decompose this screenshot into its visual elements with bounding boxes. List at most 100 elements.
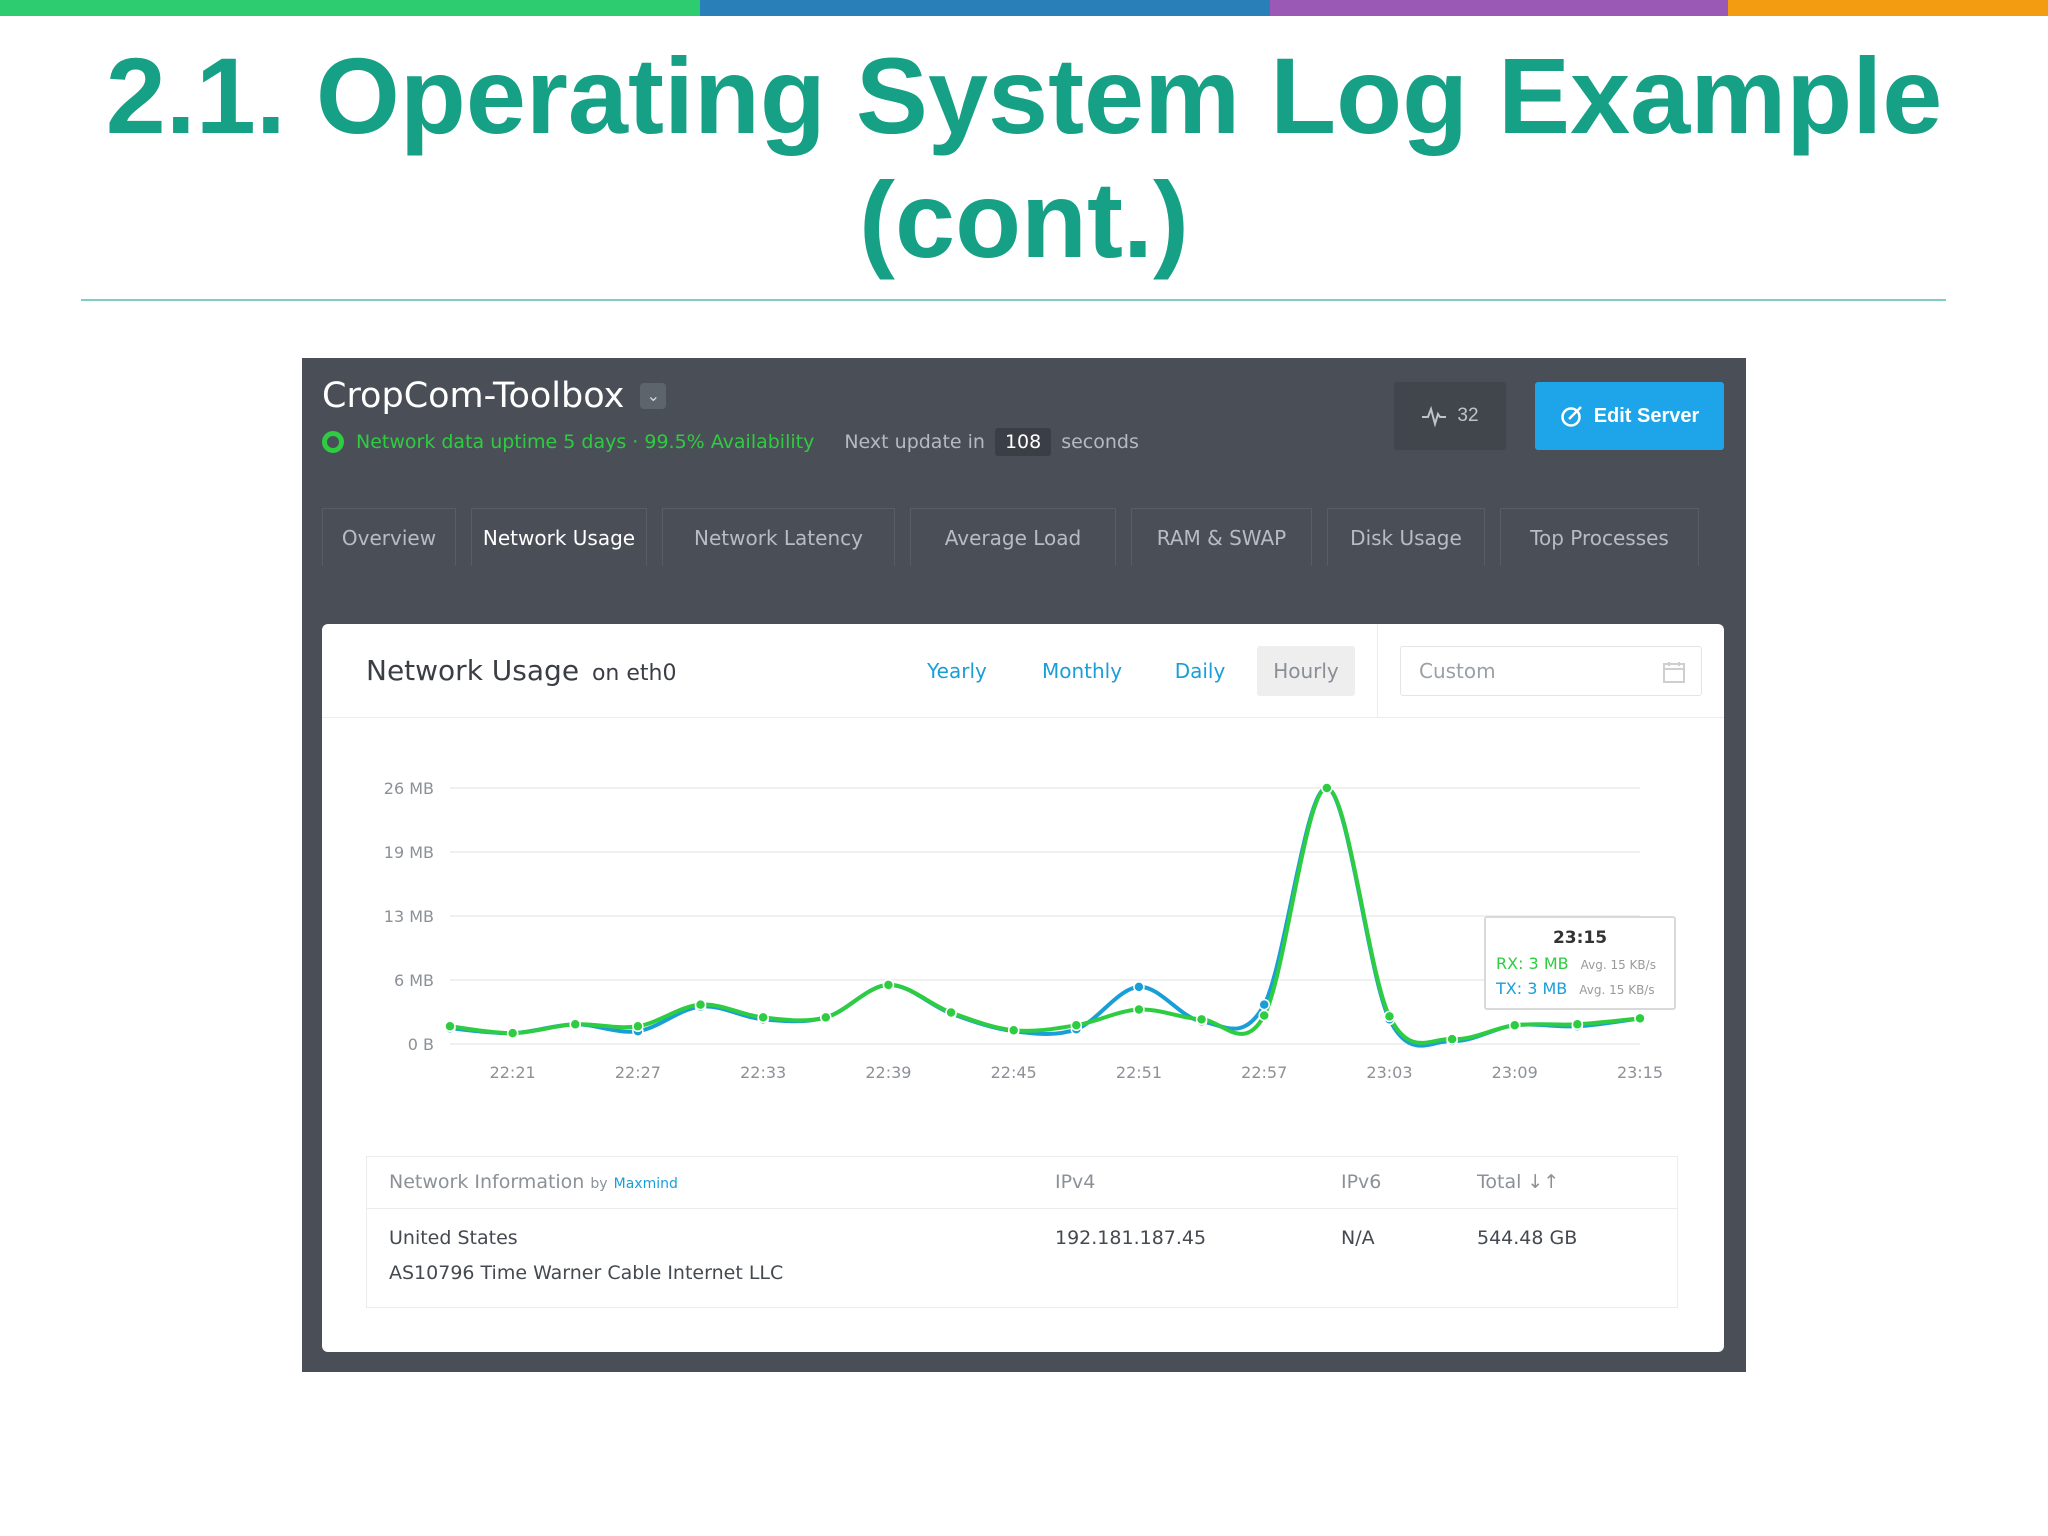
maxmind-link[interactable]: Maxmind bbox=[613, 1176, 678, 1192]
data-point-rx bbox=[632, 1020, 644, 1033]
network-info-title: Network Information by Maxmind bbox=[389, 1171, 678, 1193]
data-point-rx bbox=[1508, 1019, 1521, 1032]
network-ipv6: N/A bbox=[1341, 1227, 1375, 1249]
network-info-by: by bbox=[590, 1176, 608, 1192]
tab-overview[interactable]: Overview bbox=[322, 508, 456, 566]
card-header: Network Usage on eth0 Yearly Monthly Dai… bbox=[322, 624, 1724, 718]
tab-disk-usage[interactable]: Disk Usage bbox=[1327, 508, 1485, 566]
data-point-rx bbox=[1383, 1010, 1396, 1023]
column-total[interactable]: Total ↓↑ bbox=[1477, 1171, 1560, 1193]
range-hourly[interactable]: Hourly bbox=[1257, 646, 1355, 696]
card-title-interface: on eth0 bbox=[591, 661, 677, 686]
x-tick-label: 23:15 bbox=[1617, 1063, 1663, 1082]
column-ipv6: IPv6 bbox=[1341, 1171, 1382, 1193]
y-tick-label: 0 B bbox=[408, 1035, 434, 1054]
custom-range-placeholder: Custom bbox=[1419, 659, 1496, 683]
edit-server-button[interactable]: Edit Server bbox=[1535, 382, 1724, 450]
chart-tooltip: 23:15 RX: 3 MB Avg. 15 KB/s TX: 3 MB Avg. … bbox=[1484, 916, 1676, 1010]
uptime-text: Network data uptime 5 days · 99.5% Avail… bbox=[356, 431, 815, 453]
color-bar-green bbox=[0, 0, 700, 16]
tab-average-load[interactable]: Average Load bbox=[910, 508, 1116, 566]
data-point-rx bbox=[945, 1006, 957, 1019]
tab-ram-swap[interactable]: RAM & SWAP bbox=[1131, 508, 1312, 566]
x-tick-label: 22:39 bbox=[865, 1063, 911, 1082]
color-bar-purple bbox=[1270, 0, 1728, 16]
data-point-rx bbox=[1446, 1033, 1458, 1045]
tab-network-usage[interactable]: Network Usage bbox=[471, 508, 647, 566]
network-usage-chart: 0 B 6 MB 13 MB 19 MB 26 MB 22:21 22:27 22:33 22:… bbox=[384, 779, 1663, 1082]
server-dashboard: CropCom-Toolbox ⌄ Network data uptime 5 … bbox=[302, 358, 1746, 1372]
tab-network-latency[interactable]: Network Latency bbox=[662, 508, 895, 566]
color-bar-blue bbox=[700, 0, 1270, 16]
data-point-rx bbox=[1321, 782, 1333, 794]
x-tick-label: 22:45 bbox=[991, 1063, 1037, 1082]
data-point-rx bbox=[444, 1020, 456, 1033]
tooltip-rx: RX: 3 MB Avg. 15 KB/s bbox=[1496, 954, 1656, 973]
activity-count: 32 bbox=[1457, 405, 1479, 426]
y-tick-label: 19 MB bbox=[384, 843, 434, 862]
slide-title: 2.1. Operating System Log Example (cont.… bbox=[105, 35, 1943, 280]
tab-bar: Overview Network Usage Network Latency A… bbox=[322, 508, 1724, 566]
range-daily[interactable]: Daily bbox=[1174, 659, 1226, 683]
data-point-rx bbox=[1634, 1012, 1646, 1025]
tooltip-rx-avg: Avg. 15 KB/s bbox=[1580, 958, 1656, 972]
range-monthly[interactable]: Monthly bbox=[1041, 659, 1123, 683]
network-ipv4: 192.181.187.45 bbox=[1055, 1227, 1207, 1249]
x-tick-label: 22:21 bbox=[490, 1063, 536, 1082]
data-point-rx bbox=[506, 1027, 519, 1039]
edit-icon bbox=[1560, 406, 1582, 427]
data-point-rx bbox=[1258, 1009, 1270, 1022]
network-info-header: Network Information by Maxmind IPv4 IPv6… bbox=[367, 1157, 1677, 1209]
calendar-icon[interactable] bbox=[1663, 661, 1685, 683]
series-line-rx bbox=[449, 785, 1641, 1045]
data-point-rx bbox=[1070, 1019, 1083, 1032]
network-country: United States bbox=[389, 1227, 518, 1249]
data-point-rx bbox=[1571, 1018, 1584, 1031]
edit-server-label: Edit Server bbox=[1593, 404, 1700, 427]
y-tick-label: 26 MB bbox=[384, 779, 434, 798]
pulse-icon bbox=[1422, 405, 1447, 427]
series-line-tx bbox=[449, 786, 1641, 1048]
data-point-rx bbox=[820, 1011, 832, 1024]
server-name: CropCom-Toolbox bbox=[322, 376, 625, 416]
status-circle-icon bbox=[322, 431, 344, 453]
data-point-rx bbox=[694, 998, 707, 1011]
range-yearly[interactable]: Yearly bbox=[927, 659, 987, 683]
data-point-tx bbox=[1258, 998, 1270, 1011]
x-tick-label: 23:03 bbox=[1366, 1063, 1412, 1082]
card-title-main: Network Usage bbox=[366, 654, 580, 687]
data-point-rx bbox=[1195, 1013, 1208, 1026]
color-bar-orange bbox=[1728, 0, 2048, 16]
network-info-label: Network Information bbox=[389, 1171, 585, 1193]
status-row: Network data uptime 5 days · 99.5% Avail… bbox=[322, 428, 1139, 456]
network-total: 544.48 GB bbox=[1477, 1227, 1578, 1249]
column-ipv4: IPv4 bbox=[1055, 1171, 1096, 1193]
y-tick-label: 6 MB bbox=[394, 971, 434, 990]
chevron-down-icon[interactable]: ⌄ bbox=[640, 383, 667, 409]
custom-range-input[interactable]: Custom bbox=[1400, 646, 1702, 696]
x-tick-label: 23:09 bbox=[1492, 1063, 1538, 1082]
network-usage-card: Network Usage on eth0 Yearly Monthly Dai… bbox=[322, 624, 1724, 1352]
data-point-rx bbox=[569, 1018, 582, 1031]
seconds-label: seconds bbox=[1061, 431, 1139, 453]
data-point-rx bbox=[757, 1011, 769, 1024]
x-tick-label: 22:27 bbox=[615, 1063, 661, 1082]
activity-button[interactable]: 32 bbox=[1394, 382, 1506, 450]
x-tick-label: 22:51 bbox=[1116, 1063, 1162, 1082]
data-point-tx bbox=[1133, 981, 1145, 993]
data-point-rx bbox=[882, 979, 895, 991]
tab-top-processes[interactable]: Top Processes bbox=[1500, 508, 1699, 566]
x-tick-label: 22:33 bbox=[740, 1063, 786, 1082]
title-divider bbox=[81, 299, 1946, 301]
slide-color-bar bbox=[0, 0, 2048, 16]
card-title: Network Usage on eth0 bbox=[366, 654, 676, 687]
x-tick-label: 22:57 bbox=[1241, 1063, 1287, 1082]
next-update-label: Next update in bbox=[844, 431, 985, 453]
y-tick-label: 13 MB bbox=[384, 907, 434, 926]
data-point-rx bbox=[1007, 1024, 1020, 1036]
tooltip-tx-avg: Avg. 15 KB/s bbox=[1579, 983, 1655, 997]
tooltip-tx: TX: 3 MB Avg. 15 KB/s bbox=[1496, 979, 1655, 998]
network-info-table: Network Information by Maxmind IPv4 IPv6… bbox=[366, 1156, 1678, 1308]
next-update-countdown: 108 bbox=[994, 428, 1052, 456]
server-selector[interactable]: CropCom-Toolbox ⌄ bbox=[322, 376, 667, 416]
